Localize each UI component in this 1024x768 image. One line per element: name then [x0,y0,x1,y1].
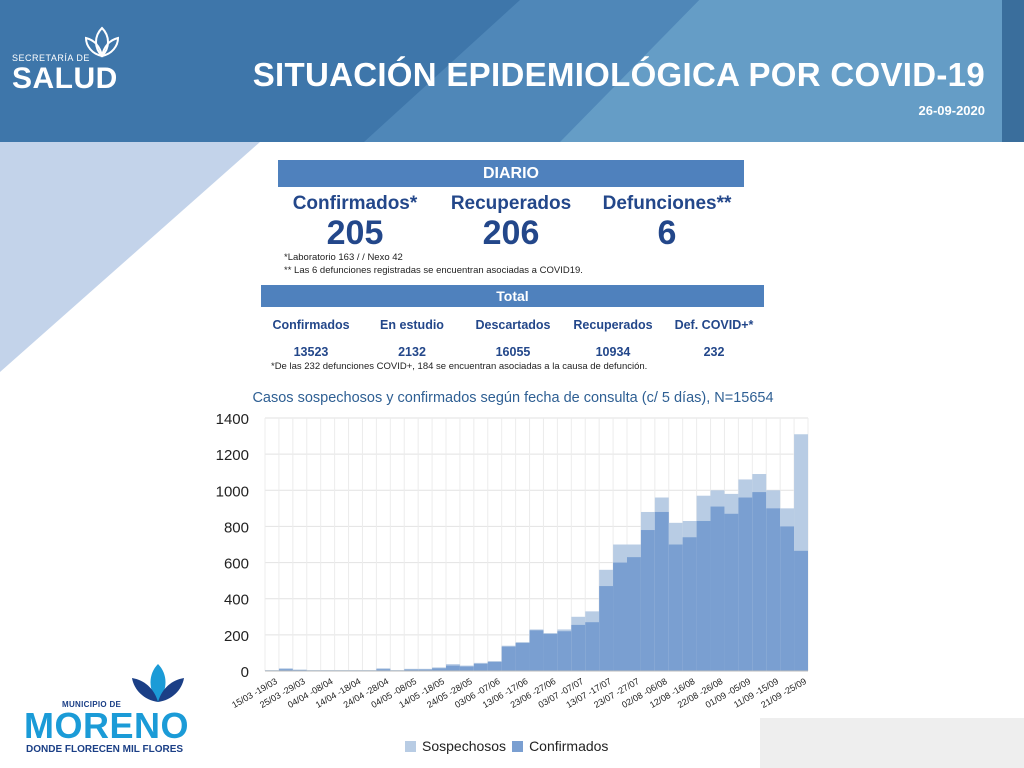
bar-confirmados [752,492,767,671]
total-value: 232 [703,345,725,359]
total-value: 16055 [495,345,531,359]
daily-value: 6 [657,214,677,252]
legend-label: Confirmados [529,738,609,754]
bar-confirmados [571,624,586,671]
y-tick-label: 1000 [216,483,249,500]
bar-confirmados [404,669,419,671]
bar-confirmados [501,646,516,671]
header-edge [1002,0,1024,142]
bar-confirmados [487,661,502,671]
bar-confirmados [515,642,530,671]
diario-note: ** Las 6 defunciones registradas se encu… [284,265,583,276]
total-heading: Total [261,285,764,307]
daily-confirmados: Confirmados* 205 [270,193,440,251]
moreno-name: MORENO [24,705,189,746]
bar-confirmados [418,669,433,671]
chart-legend: Sospechosos Confirmados [405,738,608,754]
legend-swatch-confirmados [512,740,524,752]
bar-confirmados [682,537,697,671]
chart-title: Casos sospechosos y confirmados según fe… [252,390,774,406]
daily-value: 206 [482,214,540,252]
bar-confirmados [543,633,558,671]
bar-confirmados [640,530,655,671]
page-title: SITUACIÓN EPIDEMIOLÓGICA POR COVID-19 [252,56,985,93]
total-label: Recuperados [573,318,653,332]
bar-confirmados [473,663,488,671]
y-tick-label: 1400 [216,411,249,428]
bar-confirmados [278,669,293,671]
daily-defunciones: Defunciones** 6 [582,193,752,251]
moreno-slogan: DONDE FLORECEN MIL FLORES [26,744,184,755]
bar-confirmados [627,557,641,671]
diario-note: *Laboratorio 163 / / Nexo 42 [284,252,403,263]
total-label: Def. COVID+* [674,318,754,332]
bar-confirmados [696,521,711,671]
total-value: 2132 [398,345,426,359]
y-tick-label: 400 [224,592,249,609]
bar-confirmados [459,666,474,671]
header-banner [0,0,1024,142]
legend-label: Sospechosos [422,738,507,754]
bar-confirmados [446,665,460,671]
total-label: Descartados [475,318,551,332]
bar-confirmados [654,511,669,671]
bar-confirmados [738,497,753,671]
brand-name: SALUD [12,62,118,95]
daily-recuperados: Recuperados 206 [426,193,596,251]
report-date: 26-09-2020 [918,103,986,118]
y-tick-label: 0 [241,664,249,681]
brand-top-text: SECRETARÍA DE [12,53,90,63]
bar-confirmados [668,544,683,671]
bar-confirmados [376,669,391,671]
daily-label: Defunciones** [602,193,732,214]
moreno-top-text: MUNICIPIO DE [62,700,122,709]
total-note: *De las 232 defunciones COVID+, 184 se e… [271,361,648,372]
bar-confirmados [794,550,808,671]
bar-confirmados [529,630,544,671]
footer-strip [760,718,1024,768]
bar-confirmados [585,622,600,671]
y-tick-label: 1200 [216,447,249,464]
daily-value: 205 [326,214,384,252]
moreno-flower-icon [132,664,184,702]
bar-confirmados [710,506,725,671]
y-tick-label: 800 [224,519,249,536]
daily-label: Confirmados* [292,193,418,214]
total-value: 13523 [293,345,329,359]
bar-confirmados [766,508,781,671]
diario-heading: DIARIO [278,160,744,187]
bar-confirmados [599,586,614,671]
bar-confirmados [557,631,572,671]
total-label: Confirmados [272,318,350,332]
bar-confirmados [613,562,627,671]
bar-confirmados [432,668,446,671]
total-value: 10934 [595,345,631,359]
legend-swatch-sospechosos [405,740,416,752]
lotus-logo-icon [84,26,120,58]
y-tick-label: 600 [224,556,249,573]
bar-confirmados [780,526,795,671]
total-label: En estudio [380,318,444,332]
bar-confirmados [724,513,739,671]
daily-label: Recuperados [450,193,572,214]
y-tick-label: 200 [224,628,249,645]
